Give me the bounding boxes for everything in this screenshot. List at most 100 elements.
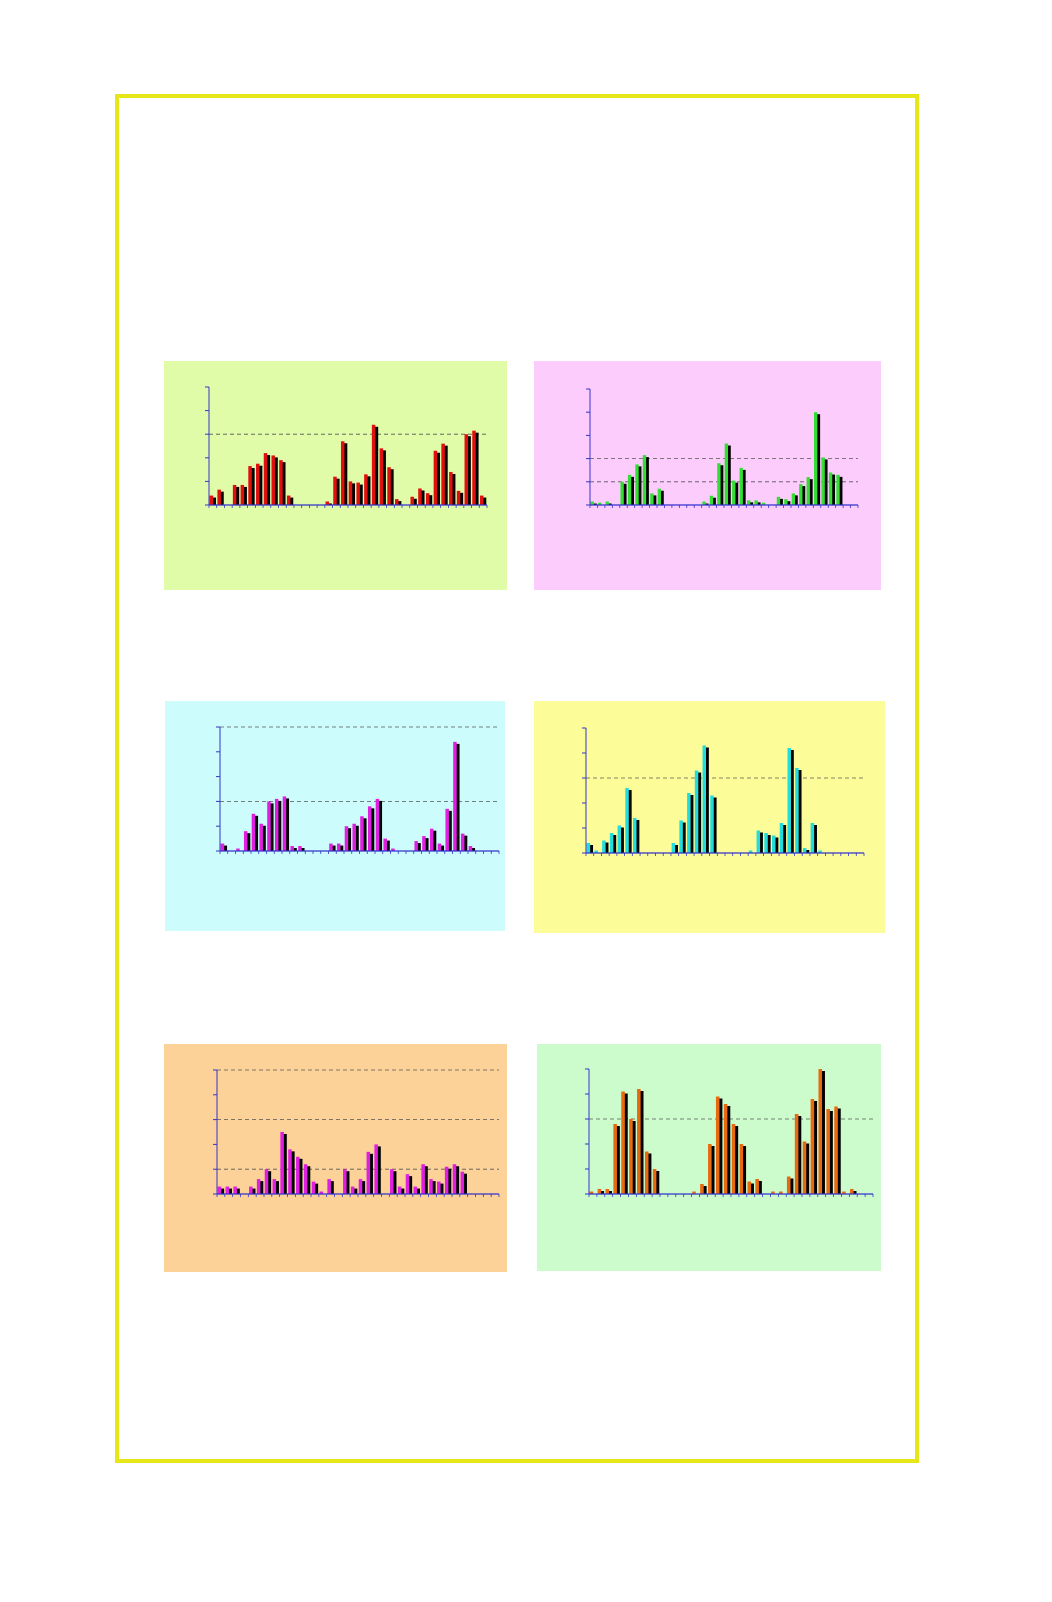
bar [597, 1189, 602, 1194]
bar-shadow [336, 478, 340, 505]
bar [739, 467, 743, 505]
bar-shadow [600, 1191, 605, 1194]
bar-shadow [674, 845, 678, 853]
bar [821, 457, 825, 505]
bar-shadow [266, 455, 271, 505]
bar-shadow [432, 830, 437, 851]
bar-shadow [408, 1176, 413, 1194]
bar [802, 1141, 807, 1194]
bar [279, 460, 283, 505]
bar-shadow [421, 490, 425, 505]
bar [818, 850, 822, 853]
bar [364, 474, 368, 505]
bar [418, 488, 422, 505]
bar-shadow [852, 1191, 857, 1194]
bar [387, 467, 391, 505]
bar [410, 496, 414, 505]
chart-2 [586, 388, 859, 508]
bar-shadow [813, 825, 817, 853]
bar [329, 843, 333, 851]
bar [620, 481, 624, 505]
bar [217, 1186, 222, 1194]
bar-shadow [797, 1116, 802, 1194]
bar [444, 1166, 449, 1194]
bar [383, 838, 387, 851]
outer-frame [115, 94, 919, 1463]
bar [217, 489, 221, 505]
bar-shadow [259, 1181, 264, 1194]
bar [644, 1151, 649, 1194]
bar-shadow [345, 1171, 350, 1194]
bar [249, 1186, 253, 1194]
bar-shadow [463, 1173, 467, 1194]
bar [367, 806, 372, 851]
bar-shadow [425, 838, 429, 851]
bar [395, 499, 399, 505]
bar-shadow [705, 503, 709, 505]
bar [453, 741, 457, 851]
bar-shadow [798, 770, 802, 853]
bar [791, 493, 796, 505]
bar-shadow [718, 1098, 723, 1194]
bar-shadow [767, 835, 771, 853]
bar-shadow [236, 1188, 240, 1194]
chart-3 [216, 726, 500, 854]
bar [724, 443, 729, 505]
bar [836, 474, 840, 505]
bar [598, 502, 602, 505]
bar-shadow [652, 495, 657, 505]
bar-shadow [277, 800, 282, 851]
bar-shadow [612, 835, 617, 853]
bar [391, 848, 395, 851]
bar [590, 501, 595, 505]
bar-shadow [593, 503, 597, 505]
chart-1 [205, 386, 488, 508]
bar-shadow [635, 820, 640, 853]
bar [671, 843, 676, 853]
bar [784, 499, 788, 505]
bar-shadow [624, 1093, 628, 1194]
bar [282, 796, 287, 851]
bar [826, 1109, 830, 1194]
bar [319, 1191, 324, 1194]
bar [325, 501, 330, 505]
bar [336, 843, 341, 851]
bar-shadow [455, 1166, 460, 1194]
bar [290, 846, 294, 851]
bar [460, 833, 465, 851]
chart-5 [213, 1069, 500, 1197]
bar [629, 1119, 633, 1194]
bar-shadow [397, 501, 402, 505]
bar [786, 1176, 791, 1194]
bar [236, 848, 240, 851]
bar-shadow [794, 495, 798, 505]
bar-shadow [801, 486, 806, 505]
bar-shadow [749, 502, 754, 505]
bar [366, 1151, 371, 1194]
bar [748, 850, 753, 853]
bar [256, 1179, 261, 1194]
bar-shadow [275, 1181, 279, 1194]
bar-shadow [306, 1166, 311, 1194]
bar-shadow [790, 750, 794, 853]
bar [360, 816, 364, 851]
bar [772, 835, 776, 853]
chart-panel-6 [537, 1044, 881, 1271]
bar [754, 500, 758, 505]
bar [267, 801, 271, 851]
bar [818, 1069, 823, 1194]
bar [613, 1124, 617, 1194]
bar-shadow [734, 482, 739, 505]
bar-shadow [359, 484, 363, 505]
bar [271, 455, 275, 505]
chart-panel-2 [534, 361, 881, 590]
bar [633, 818, 637, 853]
bar-shadow [228, 1188, 232, 1194]
bar-shadow [831, 474, 835, 505]
bar-shadow [243, 486, 247, 505]
bar-shadow [813, 1101, 818, 1194]
bar-shadow [809, 479, 813, 505]
bar-shadow [417, 843, 421, 851]
bar [348, 481, 353, 505]
bar [422, 836, 426, 851]
